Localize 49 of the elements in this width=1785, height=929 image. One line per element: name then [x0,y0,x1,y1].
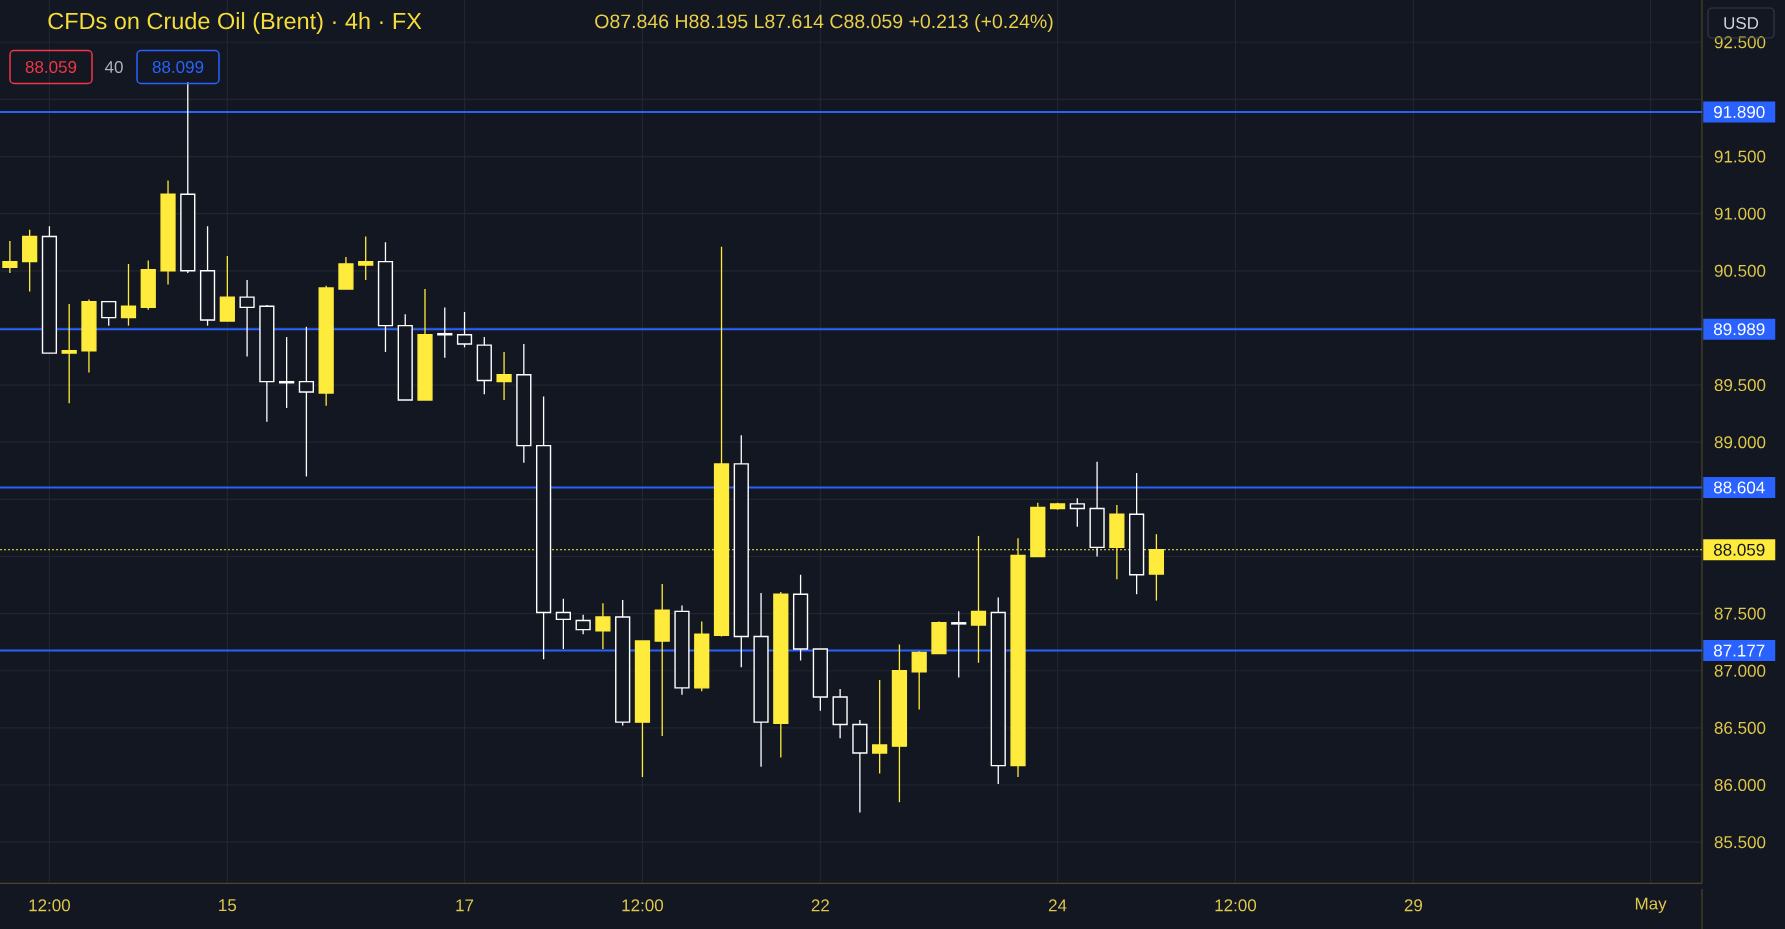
candlestick [239,279,255,358]
x-tick-label: 22 [811,899,829,912]
x-tick-label: 12:00 [1215,899,1257,912]
candlestick [595,602,611,650]
y-tick-label: 86.000 [1714,779,1766,792]
y-tick-label: 87.000 [1714,664,1766,677]
candlestick [101,300,117,327]
candlestick [2,240,18,274]
candlestick [358,235,374,281]
ref-line-label: 88.059 [1713,543,1765,556]
x-tick-label: May [1635,897,1667,913]
y-tick-label: 86.500 [1714,721,1766,734]
y-tick-label: 89.500 [1714,379,1766,392]
y-tick-label: 91.000 [1714,207,1766,220]
x-tick-label: 17 [456,899,474,912]
y-tick-label: 85.500 [1714,836,1766,849]
y-tick-label: 90.500 [1714,264,1766,277]
ref-line-label: 89.989 [1713,323,1765,336]
candlestick [219,255,235,322]
x-tick-label: 24 [1048,899,1067,912]
y-tick-label: 92.500 [1714,36,1766,49]
candlestick [61,303,77,405]
candlestick [555,598,571,650]
candlestick [496,351,512,401]
candlestick [456,311,473,349]
candlestick [120,263,137,327]
ref-line-label: 87.177 [1713,644,1765,657]
text: USD [1724,16,1759,30]
x-tick-label: 15 [219,899,237,912]
candlestick [951,610,967,679]
y-tick-label: 89.000 [1714,436,1766,449]
x-tick-label: 29 [1404,899,1423,912]
annotation: 40 [104,60,123,74]
y-tick-label: 91.500 [1714,150,1766,163]
x-tick-label: 12:00 [622,899,664,912]
ref-line-label: 88.604 [1713,481,1765,494]
candlestick [298,326,315,478]
candlestick [575,614,591,635]
ref-line-label: 91.890 [1714,105,1765,118]
annotation: 88.059 [25,60,77,74]
annotation: O87.846 H88.195 L87.614 C88.059 +0.213 (+0.24%) [595,13,1053,33]
candlestick [911,650,927,711]
y-tick-label: 87.500 [1714,607,1766,620]
annotation: 88.099 [152,60,204,74]
candlestick [872,679,888,775]
text: CFDs on Crude Oil (Brent) · 4h · FX [48,12,422,34]
x-tick-label: 12:00 [29,899,71,912]
candlestick [1069,497,1085,528]
candlestick [437,306,453,359]
